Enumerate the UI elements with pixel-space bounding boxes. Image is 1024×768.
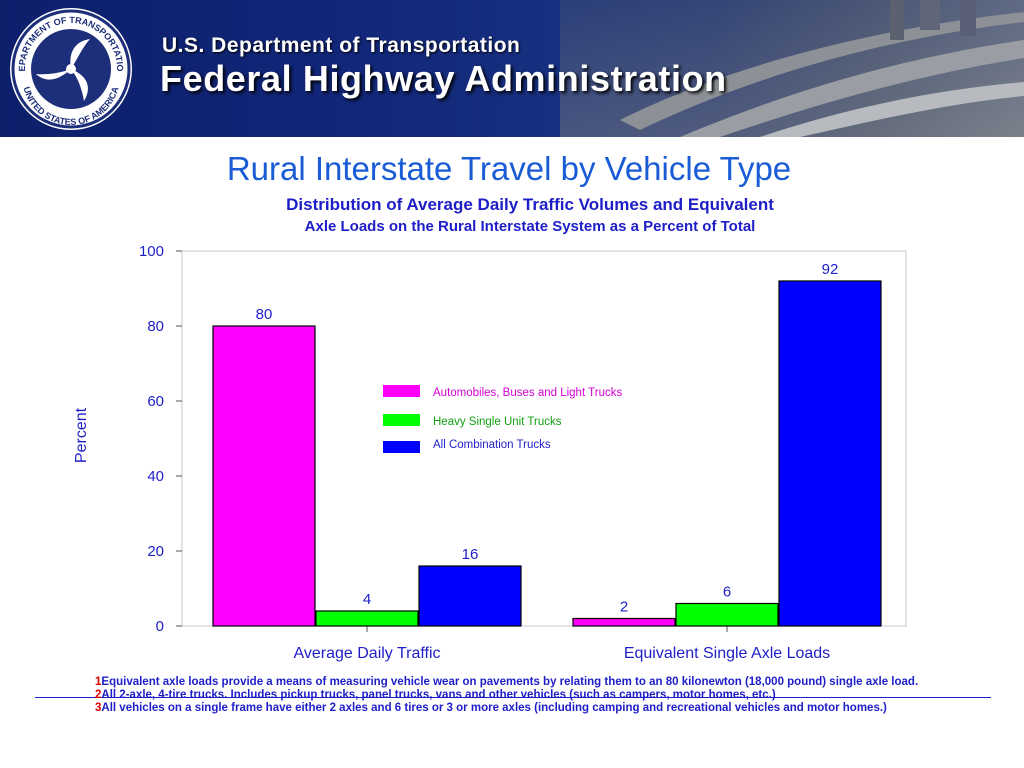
y-axis-title: Percent [73,407,90,463]
x-axis: Average Daily Traffic Equivalent Single A… [293,626,830,662]
bars [212,280,882,627]
legend-label: Heavy Single Unit Trucks [433,416,562,428]
legend-swatch [383,441,420,453]
footnote-number: 3 [95,702,102,714]
bar [212,325,316,627]
administration-name: Federal Highway Administration [160,58,727,99]
legend-label: Automobiles, Buses and Light Trucks [433,387,623,399]
y-tick-label: 60 [147,393,164,410]
data-label: 6 [723,584,731,601]
data-label: 92 [822,261,839,278]
highway-photo [560,0,1024,137]
footnote: 3All vehicles on a single frame have eit… [95,702,935,715]
data-label: 4 [363,591,371,608]
x-category-label: Average Daily Traffic [293,645,440,662]
chart-title: Rural Interstate Travel by Vehicle Type [226,150,792,187]
footnote-number: 2 [95,689,102,701]
data-label: 80 [256,306,273,323]
data-labels: 80 4 16 2 6 92 [256,261,839,616]
legend-swatch [383,414,420,426]
y-tick-label: 20 [147,543,164,560]
y-tick-label: 40 [147,468,164,485]
dot-seal-logo: DEPARTMENT OF TRANSPORTATION UNITED STAT… [8,6,132,130]
data-label: 2 [620,599,628,616]
data-label: 16 [462,546,479,563]
legend-swatch [383,385,420,397]
y-axis: 0 20 40 60 80 100 [139,243,182,635]
y-tick-label: 100 [139,243,164,260]
footnote: 2All 2-axle, 4-tire trucks. Includes pic… [95,689,935,702]
footnote-text: All vehicles on a single frame have eith… [101,702,887,714]
footnote-divider [35,697,991,698]
legend-label: All Combination Trucks [433,439,551,451]
bar-chart: 0 20 40 60 80 100 Average Daily Traffic Equiva… [73,243,907,662]
footnote: 1Equivalent axle loads provide a means o… [95,676,935,689]
header-banner: DEPARTMENT OF TRANSPORTATION UNITED STAT… [0,0,1024,137]
footnote-text: All 2-axle, 4-tire trucks. Includes pick… [101,689,776,701]
agency-name: U.S. Department of Transportation [162,34,521,57]
bar [315,610,419,627]
bar [778,280,882,627]
footnote-number: 1 [95,676,102,688]
x-category-label: Equivalent Single Axle Loads [624,645,830,662]
bar [418,565,522,627]
chart-subtitle-line-2: Axle Loads on the Rural Interstate Syste… [304,218,756,235]
y-tick-label: 80 [147,318,164,335]
bar [675,602,779,627]
y-tick-label: 0 [156,618,164,635]
footnote-text: Equivalent axle loads provide a means of… [101,676,919,688]
bar [572,617,676,627]
chart-subtitle-line-1: Distribution of Average Daily Traffic Vo… [286,195,774,214]
footnotes: 1Equivalent axle loads provide a means o… [95,676,935,715]
